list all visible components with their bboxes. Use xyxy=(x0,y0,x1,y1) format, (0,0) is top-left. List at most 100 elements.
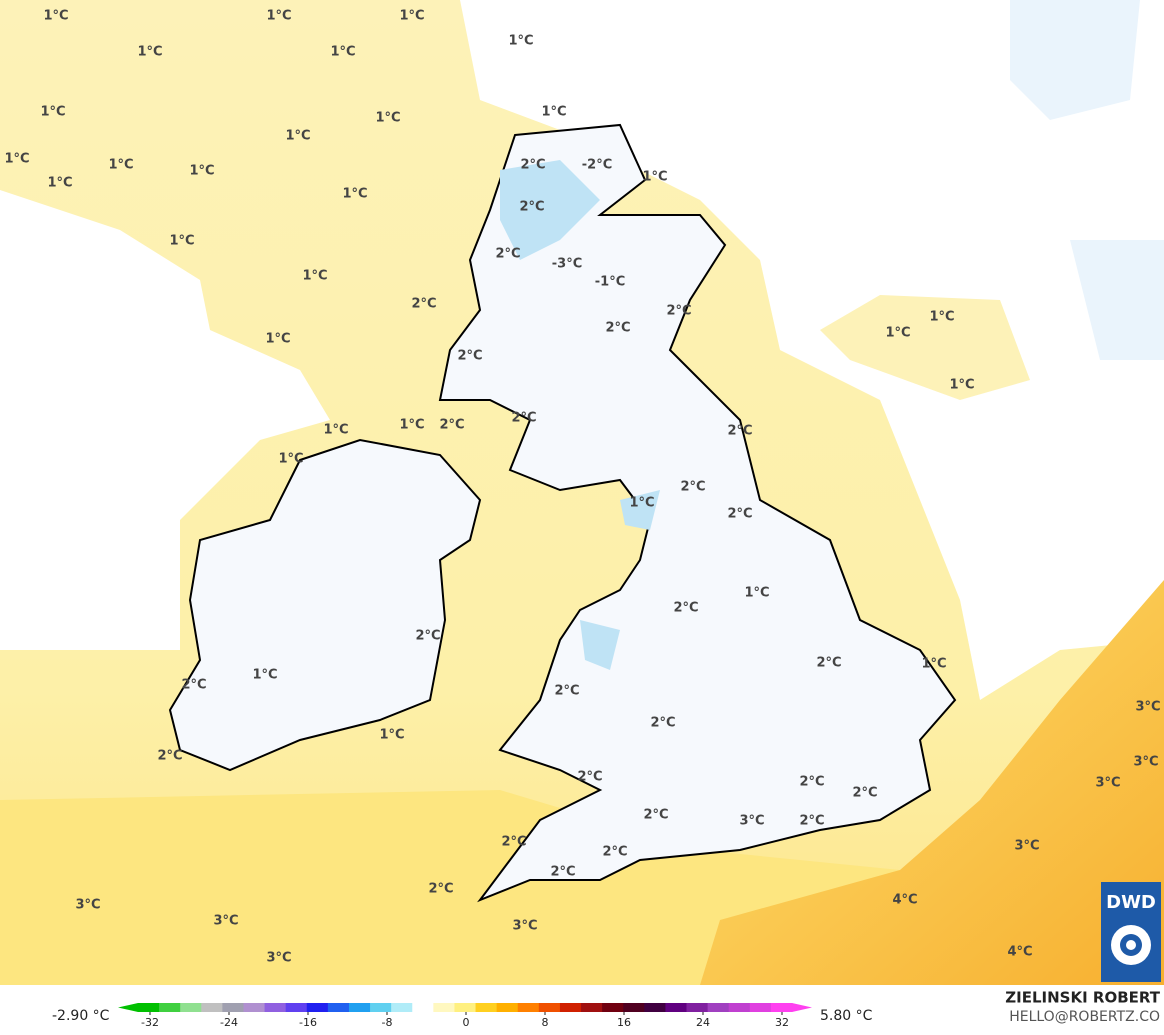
temp-label: 1°C xyxy=(40,105,65,120)
colorbar-tick-label: -24 xyxy=(220,1016,238,1029)
temp-label: 1°C xyxy=(252,668,277,683)
temp-label: 1°C xyxy=(342,187,367,202)
temp-label: 1°C xyxy=(949,378,974,393)
colorbar-tick-label: 24 xyxy=(696,1016,710,1029)
temp-label: 3°C xyxy=(1135,700,1160,715)
temp-label: 1°C xyxy=(323,423,348,438)
temp-label: 1°C xyxy=(375,111,400,126)
colorbar-end xyxy=(792,1003,812,1012)
temp-label: 1°C xyxy=(169,234,194,249)
temp-label: 1°C xyxy=(278,452,303,467)
temp-label: -3°C xyxy=(552,257,582,272)
colorbar-tick-label: -32 xyxy=(141,1016,159,1029)
temp-label: 2°C xyxy=(577,770,602,785)
temp-label: 4°C xyxy=(1007,945,1032,960)
colorbar-segment xyxy=(327,1003,350,1012)
logo: DWD xyxy=(1101,882,1161,982)
temp-label: 1°C xyxy=(885,326,910,341)
colorbar-segment xyxy=(201,1003,223,1012)
temp-label: 2°C xyxy=(816,656,841,671)
colorbar-segment xyxy=(264,1003,287,1012)
logo-text: DWD xyxy=(1106,892,1156,913)
footer: -2.90 °C 5.80 °C -32 -24 -16 -8 0 8 16 24 32 ZIE… xyxy=(52,989,1161,1030)
temp-label: 1°C xyxy=(189,164,214,179)
temp-label: 1°C xyxy=(266,9,291,24)
colorbar-segment xyxy=(243,1003,266,1012)
contact: HELLO@ROBERTZ.CO xyxy=(1009,1009,1160,1025)
temp-label: 1°C xyxy=(330,45,355,60)
colorbar-tick-label: 16 xyxy=(617,1016,631,1029)
temp-label: 1°C xyxy=(137,45,162,60)
colorbar-segment xyxy=(306,1003,329,1012)
temp-label: 3°C xyxy=(1014,839,1039,854)
colorbar-segment xyxy=(138,1003,160,1012)
temp-label: 2°C xyxy=(852,786,877,801)
temp-label: 2°C xyxy=(602,845,627,860)
colorbar-segment xyxy=(348,1003,371,1012)
colorbar-segment xyxy=(770,1003,793,1012)
colorbar-tick-label: 32 xyxy=(775,1016,789,1029)
colorbar-tick-label: -8 xyxy=(382,1016,393,1029)
colorbar-segment xyxy=(623,1003,645,1012)
colorbar-segment xyxy=(749,1003,772,1012)
colorbar-segment xyxy=(159,1003,181,1012)
colorbar-segment xyxy=(180,1003,202,1012)
colorbar-segment xyxy=(728,1003,751,1012)
colorbar-segment xyxy=(538,1003,561,1012)
temp-label: 1°C xyxy=(744,586,769,601)
max-label: 5.80 °C xyxy=(820,1008,873,1024)
temp-label: 4°C xyxy=(892,893,917,908)
temp-label: 2°C xyxy=(181,678,206,693)
colorbar-end xyxy=(118,1003,138,1012)
temp-label: 1°C xyxy=(379,728,404,743)
temp-label: 2°C xyxy=(519,200,544,215)
temp-label: 1°C xyxy=(302,269,327,284)
temp-label: 1°C xyxy=(108,158,133,173)
map xyxy=(0,0,1164,985)
colorbar-segment xyxy=(665,1003,688,1012)
temp-label: 3°C xyxy=(75,898,100,913)
colorbar-tick-label: 0 xyxy=(463,1016,470,1029)
temp-label: 2°C xyxy=(411,297,436,312)
colorbar-segment xyxy=(370,1003,392,1012)
colorbar-segment xyxy=(644,1003,666,1012)
temp-label: 2°C xyxy=(501,835,526,850)
temp-label: 2°C xyxy=(680,480,705,495)
temp-label: 1°C xyxy=(47,176,72,191)
colorbar-segment xyxy=(412,1003,434,1012)
colorbar-segment xyxy=(707,1003,730,1012)
temp-label: 2°C xyxy=(727,507,752,522)
colorbar-segment xyxy=(559,1003,582,1012)
temp-label: 2°C xyxy=(495,247,520,262)
temp-label: 2°C xyxy=(554,684,579,699)
temp-label: 2°C xyxy=(520,158,545,173)
temp-label: 3°C xyxy=(512,919,537,934)
ireland xyxy=(168,438,482,772)
colorbar-tick-label: 8 xyxy=(542,1016,549,1029)
temp-label: 2°C xyxy=(550,865,575,880)
temp-label: 2°C xyxy=(650,716,675,731)
temp-label: 1°C xyxy=(929,310,954,325)
temp-label: 3°C xyxy=(739,814,764,829)
temp-label: 1°C xyxy=(285,129,310,144)
colorbar-segment xyxy=(433,1003,455,1012)
temp-label: 1°C xyxy=(508,34,533,49)
colorbar-segment xyxy=(454,1003,477,1012)
colorbar-tick-label: -16 xyxy=(299,1016,317,1029)
colorbar-segment xyxy=(285,1003,308,1012)
temp-label: 1°C xyxy=(399,418,424,433)
author: ZIELINSKI ROBERT xyxy=(1005,989,1160,1007)
temp-label: 1°C xyxy=(921,657,946,672)
temp-label: 2°C xyxy=(673,601,698,616)
temp-label: 1°C xyxy=(642,170,667,185)
temp-label: 2°C xyxy=(428,882,453,897)
temp-label: 3°C xyxy=(213,914,238,929)
temp-label: 2°C xyxy=(605,321,630,336)
temp-label: 2°C xyxy=(415,629,440,644)
min-label: -2.90 °C xyxy=(52,1008,110,1024)
temp-label: 2°C xyxy=(799,775,824,790)
temp-label: 3°C xyxy=(1133,755,1158,770)
temp-label: 1°C xyxy=(541,105,566,120)
temp-label: 2°C xyxy=(439,418,464,433)
